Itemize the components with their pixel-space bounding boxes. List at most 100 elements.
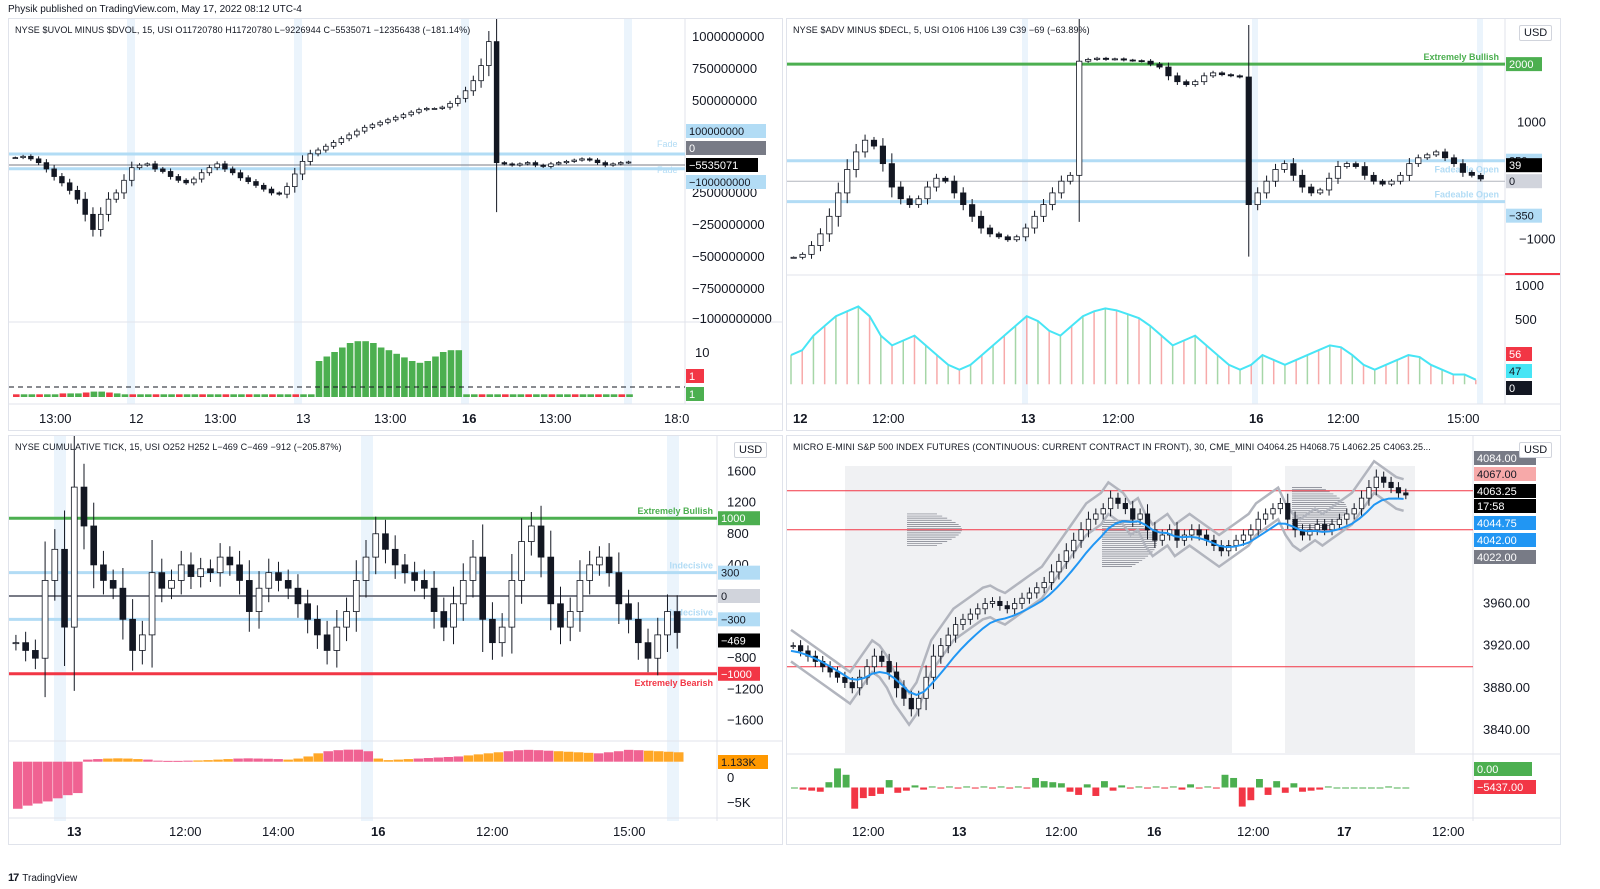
footer-brand[interactable]: 17 TradingView [8,872,77,884]
mes-y-tick: 3960.00 [1483,596,1530,611]
uvol-x-tick: 13:00 [539,411,572,426]
uvol-hist-bar [463,394,470,397]
cumtick-candle [382,533,389,550]
mes-hist-bar [1178,787,1186,790]
uvol-chart-svg[interactable]: FadeFade10000000007500000005000000002500… [9,19,783,431]
cumtick-hist-bar [393,759,404,762]
chart-panel-uvol[interactable]: Fade Fade 1000000000 750000000 500000000 2500… [8,18,783,431]
cumtick-candle [70,486,78,628]
adv-y-tick: −1000 [1519,232,1556,247]
adv-candle [951,180,958,194]
adv-candle [1227,74,1234,77]
adv-badge-bg [1506,57,1542,72]
adv-y-tick: 1000 [1517,115,1546,130]
mes-chart-svg[interactable]: 3960.00 3920.00 3880.00 3840.00 4084.00 4067.… [787,436,1561,845]
uvol-candle [330,142,337,147]
adv-chart-svg[interactable]: Extremely Bullish Fadeable Open Fadeable O… [787,19,1561,431]
mes-sub-badge-green: 0.00 [1477,764,1498,776]
mes-hist-bar [1342,787,1349,789]
adv-candle [1263,180,1270,194]
adv-candle [1201,75,1208,83]
uvol-title: NYSE $UVOL MINUS $DVOL, 15, USI O1172078… [15,25,471,35]
mes-x-tick: 12:00 [1237,824,1270,839]
mes-hist-bar [1376,787,1384,789]
cumtick-sub-badge-bg [718,755,768,769]
uvol-x-tick: 16 [462,411,476,426]
uvol-hist-bar [20,394,28,397]
cumtick-candle [469,556,477,581]
mes-hist-bar [1393,787,1401,789]
adv-sub-tick: 500 [1515,312,1537,327]
mes-y-tick: 3880.00 [1483,680,1530,695]
uvol-x-tick: 13:00 [204,411,237,426]
uvol-candle [540,164,546,167]
mes-candle [1240,534,1247,541]
cumtick-hist-bar [373,758,384,762]
adv-x-tick: 12:00 [1102,411,1135,426]
cumtick-x-tick: 12:00 [169,824,202,839]
adv-candle [808,245,815,255]
adv-candle [1325,177,1333,191]
cumtick-hist-bar [173,760,183,762]
mes-candle [886,661,892,673]
adv-currency-label[interactable]: USD [1519,25,1553,41]
uvol-sub-badge-green: 1 [689,389,695,401]
cumtick-chart-svg[interactable]: Extremely Bullish Indecisive Indecisive Ext… [9,436,783,845]
mes-candle [1137,513,1143,520]
uvol-candle [602,162,609,166]
cumtick-currency-label[interactable]: USD [734,442,768,458]
uvol-hist-bar [36,394,43,397]
mes-hist-bar [868,787,876,796]
cumtick-sub-tick: 0 [727,770,734,785]
cumtick-hist-bar [603,752,614,762]
mes-candle [1248,529,1254,536]
cumtick-hist-bar [293,758,303,762]
mes-hist-bar [1316,787,1324,790]
adv-x-tick: 13 [1021,411,1035,426]
uvol-candle [493,41,500,164]
cumtick-badge-bg [718,633,760,648]
session-band [361,436,373,821]
adv-candle [1004,236,1011,241]
cumtick-hist-bar [573,752,584,762]
adv-candle [960,192,967,206]
chart-panel-cumtick[interactable]: Extremely Bullish Indecisive Indecisive Ext… [8,435,783,845]
mes-badge: 4067.00 [1477,469,1517,481]
cumtick-hist-bar [443,756,454,762]
uvol-hist-bar [486,394,494,397]
cumtick-candle [518,541,525,581]
session-shade [1037,466,1102,753]
cumtick-candle [41,580,49,659]
uvol-hist-bar [478,394,486,397]
uvol-candle [59,176,65,184]
chart-panel-mes[interactable]: 3960.00 3920.00 3880.00 3840.00 4084.00 4067.… [786,435,1561,845]
uvol-x-tick: 13 [296,411,310,426]
adv-candle [1147,60,1154,65]
cumtick-candle [265,572,273,589]
adv-candle [995,233,1002,238]
mes-candle [1189,529,1195,536]
mes-candle [1078,529,1084,541]
mes-hist-bar [1281,787,1289,793]
uvol-hist-bar [253,394,261,397]
cumtick-candle [343,611,350,628]
uvol-candle [587,158,593,161]
adv-candle [1183,81,1190,86]
mes-hist-bar [859,787,867,799]
mes-hist-bar [1273,781,1281,788]
uvol-candle [447,102,453,108]
adv-candle [1040,204,1047,217]
uvol-hist-bar [370,343,377,397]
chart-panel-adv[interactable]: Extremely Bullish Fadeable Open Fadeable O… [786,18,1561,431]
mes-hist-bar [1014,786,1022,788]
mes-candle [1026,592,1033,599]
uvol-candle [152,163,158,170]
uvol-candle [183,179,189,184]
mes-hist-bar [1126,787,1134,789]
mes-x-tick: 12:00 [1432,824,1465,839]
cumtick-candle [304,603,311,620]
mes-hist-bar [1307,787,1315,791]
adv-candle [897,186,904,200]
cumtick-x-tick: 14:00 [262,824,295,839]
mes-currency-label[interactable]: USD [1519,442,1553,458]
